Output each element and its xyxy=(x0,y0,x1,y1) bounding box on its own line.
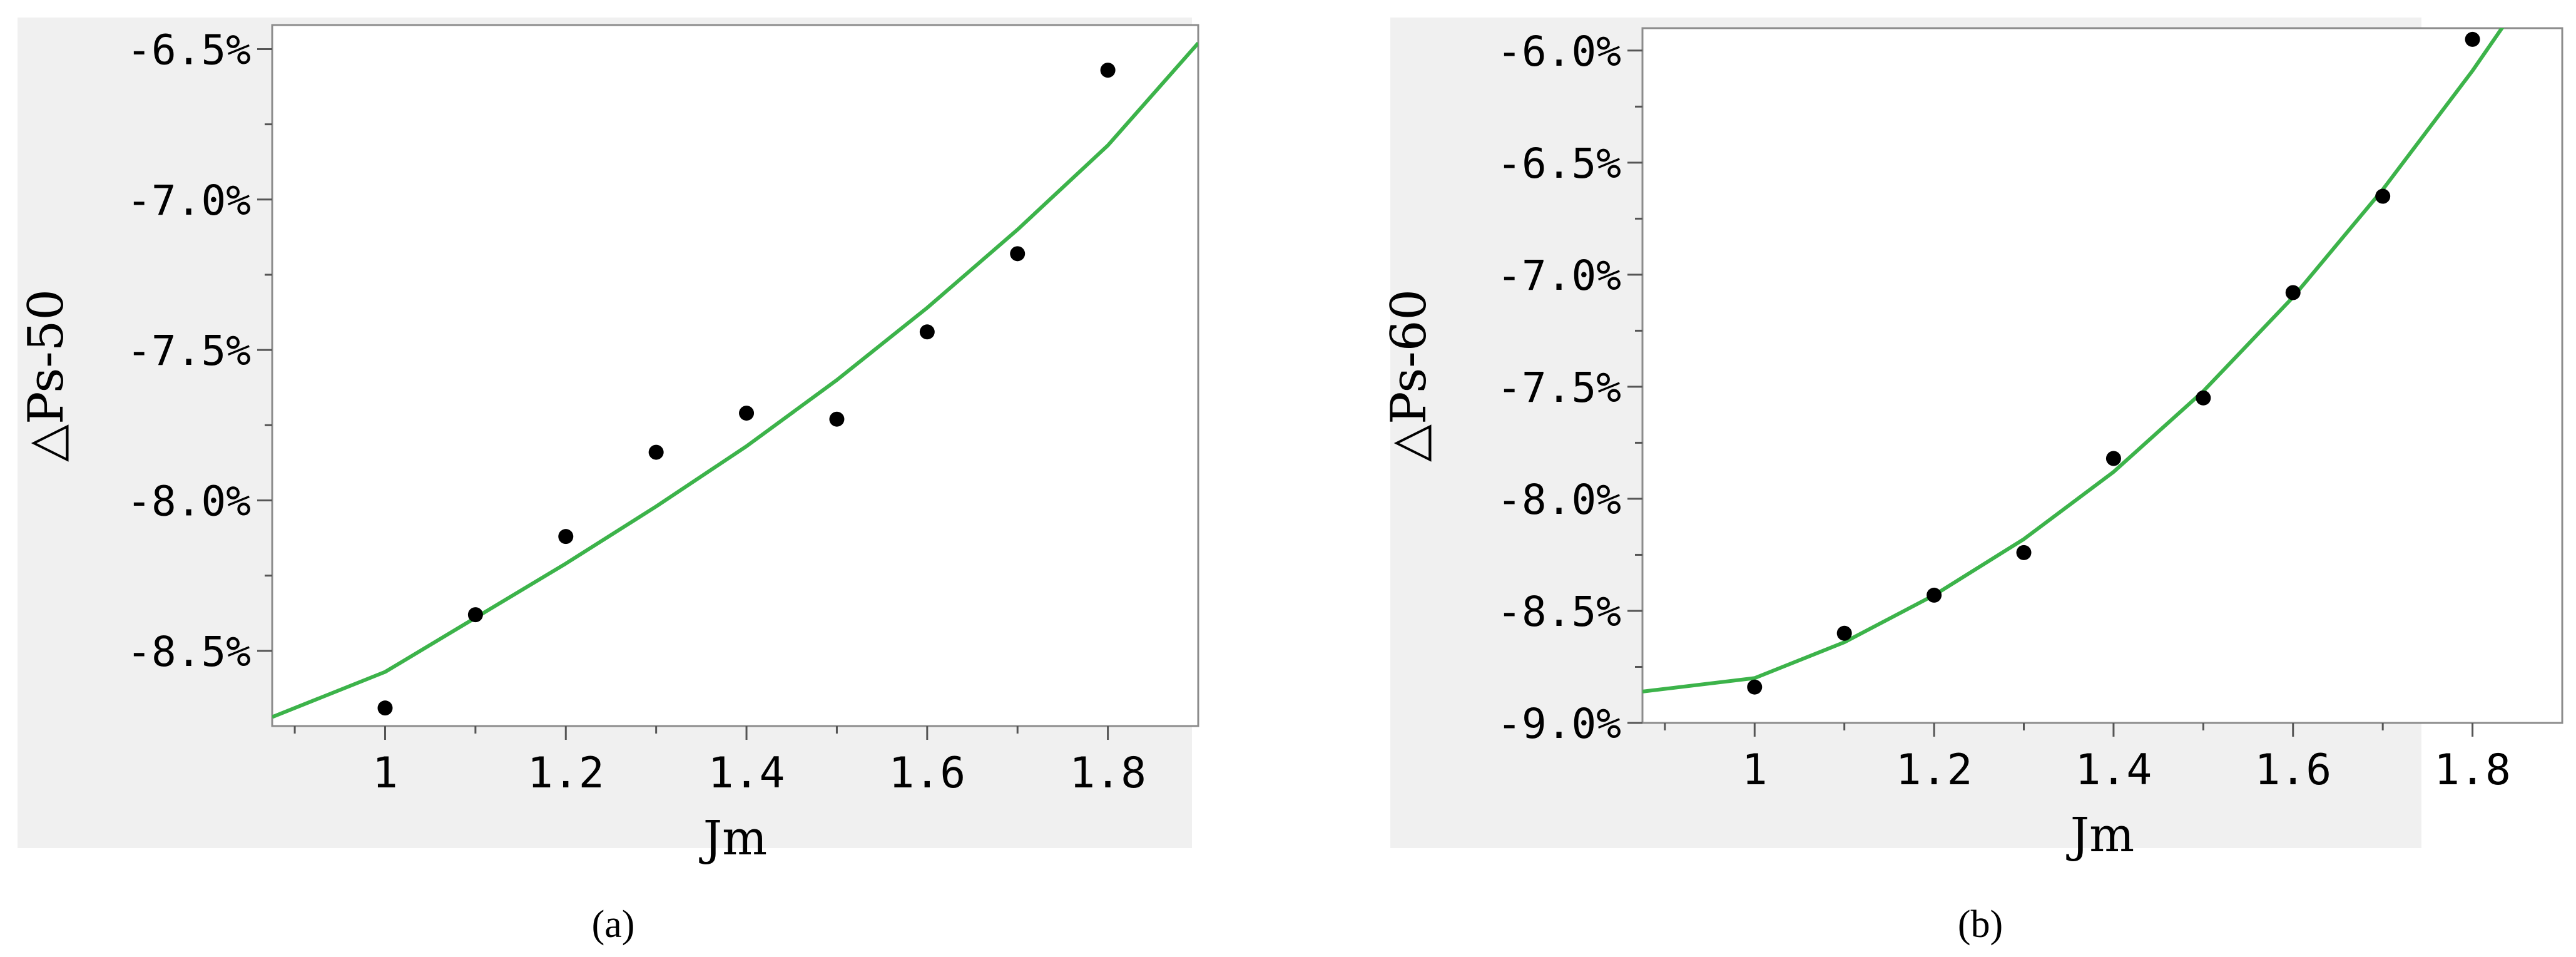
x-tick-label: 1.8 xyxy=(2434,745,2511,795)
data-point xyxy=(2196,390,2211,406)
data-point xyxy=(1747,679,1763,695)
y-tick-label: -8.0% xyxy=(1497,476,1621,524)
chart-b: 1 1.2 1.4 1.6 1.8 -6.0% -6.5% -7.0% -7.5% -8.0% -8… xyxy=(1381,18,2563,946)
data-point xyxy=(2105,451,2121,466)
data-point xyxy=(467,607,483,623)
x-tick-label: 1.4 xyxy=(2075,745,2152,795)
fit-curve xyxy=(272,41,1198,719)
figure-caption: (a) xyxy=(592,903,635,946)
x-tick-label: 1.6 xyxy=(888,749,965,798)
fit-curve xyxy=(1642,28,2505,693)
y-tick-label: -8.5% xyxy=(126,628,251,676)
x-tick-label: 1 xyxy=(372,749,398,798)
y-tick-label: -7.0% xyxy=(126,177,251,225)
data-point xyxy=(919,324,935,340)
y-tick-label: -8.5% xyxy=(1497,588,1621,636)
data-point xyxy=(1010,246,1026,262)
data-point xyxy=(648,444,664,460)
x-axis-label: Jm xyxy=(2066,807,2135,862)
x-tick-label: 1.4 xyxy=(708,749,785,798)
data-point xyxy=(1836,625,1852,641)
plot-area xyxy=(271,24,1199,727)
y-axis-label: △Ps-60 xyxy=(1381,289,1437,462)
data-point xyxy=(2375,188,2391,204)
y-tick-label: -6.5% xyxy=(126,26,251,74)
chart-a: 1 1.2 1.4 1.6 1.8 -6.5% -7.0% -7.5% -8.0% -8.5% Jm… xyxy=(18,18,1199,946)
data-point xyxy=(2016,545,2032,560)
x-tick-label: 1.8 xyxy=(1069,749,1146,798)
data-point xyxy=(2285,285,2301,300)
data-point xyxy=(377,700,393,716)
y-tick-label: -7.0% xyxy=(1497,252,1621,300)
data-point xyxy=(739,406,755,421)
data-point xyxy=(2465,31,2480,47)
figure-caption: (b) xyxy=(1958,903,2003,946)
y-tick-label: -8.0% xyxy=(126,477,251,525)
x-tick-label: 1.2 xyxy=(527,749,604,798)
x-tick-label: 1.6 xyxy=(2254,745,2331,795)
data-point xyxy=(1100,63,1116,78)
data-point xyxy=(829,411,845,427)
x-tick-label: 1 xyxy=(1742,745,1768,795)
y-tick-label: -7.5% xyxy=(126,327,251,375)
plot-area xyxy=(1641,27,2563,724)
data-point xyxy=(558,529,574,545)
data-point xyxy=(1927,587,1942,603)
y-tick-label: -9.0% xyxy=(1497,700,1621,748)
y-tick-label: -7.5% xyxy=(1497,364,1621,412)
x-tick-label: 1.2 xyxy=(1896,745,1973,795)
y-tick-label: -6.0% xyxy=(1497,28,1621,76)
x-axis-label: Jm xyxy=(699,810,768,866)
y-tick-label: -6.5% xyxy=(1497,140,1621,188)
y-axis-label: △Ps-50 xyxy=(18,289,74,462)
